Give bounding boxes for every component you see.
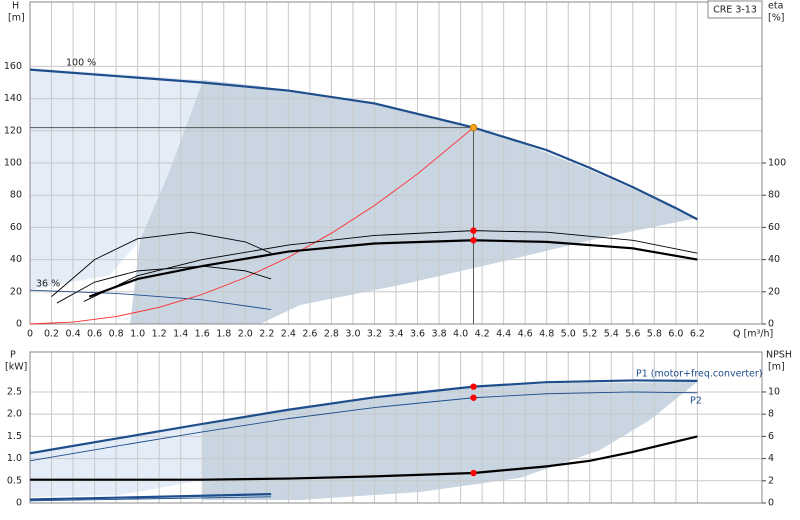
duty-point	[470, 383, 477, 390]
x-tick-label: 6.0	[668, 329, 683, 340]
plot: 0 0.2 0.4 0.6 0.8 1.0 1.2 1.4 1.6 1.8 2.0 2.2 2.4 2.6…	[4, 61, 786, 509]
x-tick-label: 4.8	[539, 329, 554, 340]
y-label: H	[12, 1, 19, 12]
x-tick-label: 4.4	[496, 329, 511, 340]
chart-title: CRE 3-13	[713, 5, 757, 16]
series-line	[88, 239, 698, 298]
x-tick-label: 4.6	[518, 329, 533, 340]
y-tick-label: 2.5	[7, 386, 22, 397]
y-tick-label: 80	[10, 190, 22, 201]
y2-tick-label: 4	[768, 453, 774, 464]
x-tick-label: 6.2	[690, 329, 705, 340]
x-tick-label: 5.0	[561, 329, 576, 340]
duty-point	[470, 227, 477, 234]
x-tick-label: 0.8	[109, 329, 124, 340]
series-line	[29, 379, 698, 455]
y-unit: [m]	[8, 13, 25, 24]
x-tick-label: 1.2	[152, 329, 167, 340]
series-line	[29, 68, 698, 221]
y-tick-label: 120	[4, 125, 22, 136]
y2-label: eta	[768, 1, 783, 12]
x-tick-label: 0.6	[87, 329, 102, 340]
duty-point	[469, 123, 478, 132]
x-tick-label: 2.0	[238, 329, 253, 340]
y-tick-label: 0	[16, 319, 22, 330]
duty-point	[470, 394, 477, 401]
range-shade	[130, 80, 697, 324]
series-line	[29, 493, 272, 501]
y-tick-label: 0	[16, 498, 22, 509]
x-tick-label: 1.8	[216, 329, 231, 340]
y2-tick-label: 10	[768, 386, 780, 397]
x-tick-label: 0	[27, 329, 33, 340]
y2-tick-label: 80	[768, 190, 780, 201]
series-line	[29, 289, 272, 310]
annotation: 36 %	[36, 279, 60, 290]
x-tick-label: 0.4	[66, 329, 81, 340]
x-tick-label: 1.0	[130, 329, 145, 340]
y2-tick-label: 0	[768, 319, 774, 330]
y-tick-label: 20	[10, 286, 22, 297]
series-line	[29, 496, 272, 502]
y2-tick-label: 6	[768, 431, 774, 442]
y2-label: NPSH	[766, 350, 792, 361]
x-tick-label: 2.4	[281, 329, 296, 340]
range-shade	[203, 382, 697, 500]
x-tick-label: 2.6	[302, 329, 317, 340]
y2-unit: [m]	[768, 362, 785, 373]
series-label: P1 (motor+freq.converter)	[636, 369, 763, 380]
x-tick-label: 4.2	[475, 329, 490, 340]
x-tick-label: 3.2	[367, 329, 382, 340]
x-tick-label: 3.0	[345, 329, 360, 340]
x-label: Q [m³/h]	[733, 329, 773, 340]
y-tick-label: 1.0	[7, 453, 22, 464]
y2-tick-label: 60	[768, 222, 780, 233]
series-line	[51, 231, 272, 297]
y-tick-label: 140	[4, 93, 22, 104]
duty-point	[470, 237, 477, 244]
x-tick-label: 0.2	[44, 329, 59, 340]
y-tick-label: 60	[10, 222, 22, 233]
x-tick-label: 3.6	[410, 329, 425, 340]
plot-frame	[29, 351, 763, 504]
x-tick-label: 3.8	[432, 329, 447, 340]
series-line	[83, 230, 698, 302]
x-tick-label: 3.4	[388, 329, 403, 340]
series-label: P2	[690, 396, 702, 407]
y2-tick-label: 40	[768, 254, 780, 265]
y-tick-label: 100	[4, 158, 22, 169]
y-tick-label: 1.5	[7, 431, 22, 442]
series-line	[29, 391, 698, 462]
duty-point	[470, 469, 477, 477]
y2-tick-label: 0	[768, 498, 774, 509]
y-unit: [kW]	[5, 362, 27, 373]
y2-tick-label: 20	[768, 286, 780, 297]
y-tick-label: 2.0	[7, 409, 22, 420]
x-tick-label: 1.4	[173, 329, 188, 340]
series-line	[29, 127, 474, 325]
y2-tick-label: 2	[768, 475, 774, 486]
x-tick-label: 5.2	[582, 329, 597, 340]
y-tick-label: 160	[4, 61, 22, 72]
title-box	[707, 0, 763, 19]
y-tick-label: 40	[10, 254, 22, 265]
x-tick-label: 2.2	[259, 329, 274, 340]
x-tick-label: 5.4	[604, 329, 619, 340]
y2-tick-label: 8	[768, 409, 774, 420]
x-tick-label: 2.8	[324, 329, 339, 340]
x-tick-label: 5.8	[647, 329, 662, 340]
y-tick-label: 0.5	[7, 475, 22, 486]
x-tick-label: 5.6	[625, 329, 640, 340]
x-tick-label: 4.0	[453, 329, 468, 340]
series-line	[56, 265, 272, 304]
x-tick-label: 1.6	[195, 329, 210, 340]
annotation: 100 %	[66, 58, 96, 69]
y2-unit: [%]	[768, 13, 784, 24]
y2-tick-label: 100	[768, 158, 786, 169]
y-label: P	[10, 350, 16, 361]
